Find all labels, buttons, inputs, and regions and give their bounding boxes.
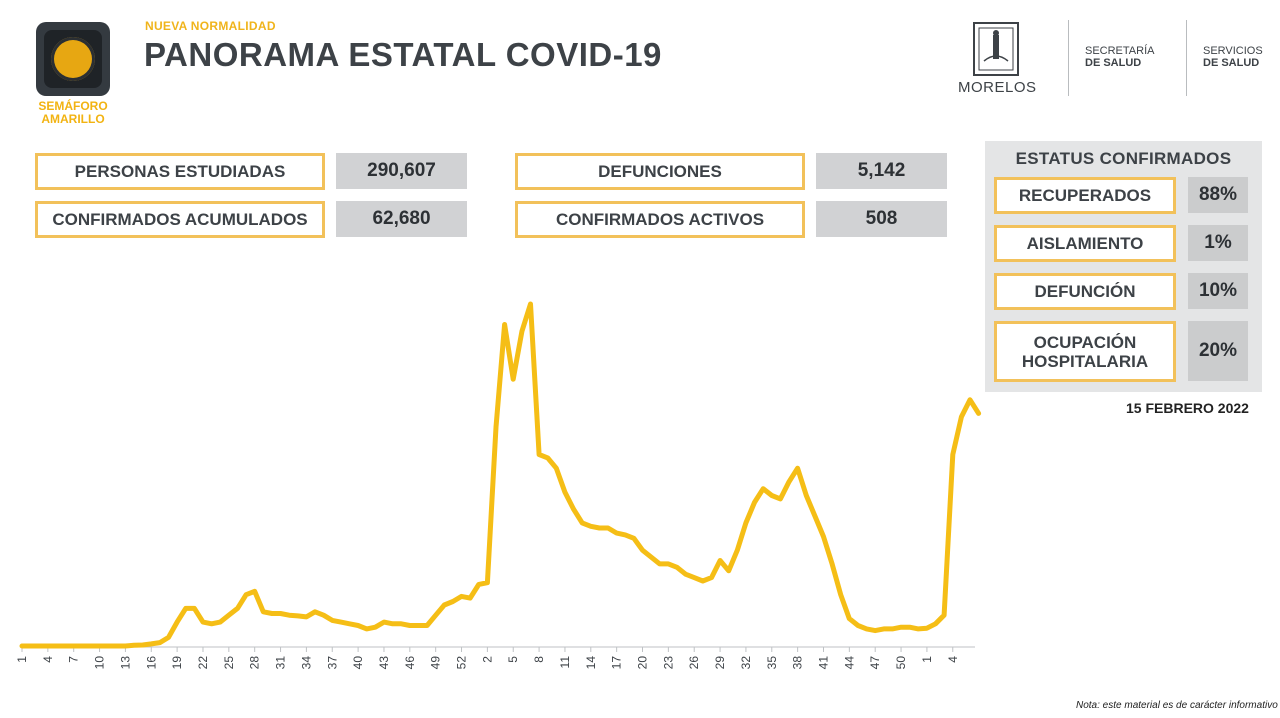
estatus-value-recuperados: 88%	[1188, 177, 1248, 213]
x-tick-label: 8	[532, 656, 546, 663]
x-tick-label: 38	[791, 656, 805, 670]
servicios-salud-logo: SERVICIOS DE SALUD	[1203, 45, 1263, 69]
page-subtitle: NUEVA NORMALIDAD	[145, 19, 276, 33]
x-tick-label: 4	[946, 656, 960, 663]
x-tick-label: 47	[868, 656, 882, 670]
x-tick-label: 34	[299, 656, 313, 670]
org2-line2: DE SALUD	[1203, 57, 1260, 69]
semaforo-state-map-icon	[51, 37, 95, 81]
x-tick-label: 22	[196, 656, 210, 670]
x-tick-label: 31	[274, 656, 288, 670]
x-tick-label: 13	[118, 656, 132, 670]
x-tick-label: 2	[480, 656, 494, 663]
x-tick-label: 1	[920, 656, 934, 663]
x-tick-label: 41	[816, 656, 830, 670]
x-tick-label: 14	[584, 656, 598, 670]
semaforo-label: SEMÁFORO AMARILLO	[28, 100, 118, 126]
morelos-logo-label: MORELOS	[958, 79, 1037, 96]
report-date: 15 FEBRERO 2022	[1126, 400, 1249, 416]
estatus-title: ESTATUS CONFIRMADOS	[1015, 149, 1232, 168]
x-tick-label: 5	[506, 656, 520, 663]
cases-line-chart: 1 4 7 10 13 16 19 22 25 28 31 34 37 40 43 46 49 52 2 5 8 11 14…	[15, 301, 982, 669]
x-tick-label: 4	[41, 656, 55, 663]
stat-label-confirmados-acumulados: CONFIRMADOS ACUMULADOS	[35, 201, 325, 238]
estatus-label-recuperados: RECUPERADOS	[994, 177, 1176, 214]
estatus-label-ocupacion-line1: OCUPACIÓN	[1033, 332, 1137, 352]
x-axis-ticks: 1 4 7 10 13 16 19 22 25 28 31 34 37 40 43 46 49 52 2 5 8 11 14…	[15, 647, 960, 669]
estatus-value-ocupacion-hospitalaria: 20%	[1188, 321, 1248, 381]
org2-line1: SERVICIOS	[1203, 45, 1263, 57]
secretaria-salud-logo: SECRETARÍA DE SALUD	[1085, 45, 1154, 69]
x-tick-label: 26	[687, 656, 701, 670]
x-tick-label: 50	[894, 656, 908, 670]
estatus-value-defuncion: 10%	[1188, 273, 1248, 309]
x-tick-label: 35	[765, 656, 779, 670]
x-tick-label: 23	[661, 656, 675, 670]
semaforo-label-line1: SEMÁFORO	[38, 99, 108, 113]
series-line	[19, 301, 982, 649]
stat-label-defunciones: DEFUNCIONES	[515, 153, 805, 190]
x-tick-label: 11	[558, 656, 572, 669]
x-tick-label: 52	[455, 656, 469, 670]
org1-line1: SECRETARÍA	[1085, 45, 1155, 57]
x-tick-label: 10	[93, 656, 107, 670]
x-tick-label: 44	[842, 656, 856, 670]
x-tick-label: 49	[429, 656, 443, 670]
estatus-label-ocupacion-hospitalaria: OCUPACIÓN HOSPITALARIA	[994, 321, 1176, 382]
morelos-coat-of-arms-icon	[973, 22, 1019, 76]
x-tick-label: 37	[325, 656, 339, 670]
logo-divider	[1186, 20, 1187, 96]
estatus-label-ocupacion-line2: HOSPITALARIA	[1021, 351, 1149, 371]
org1-line2: DE SALUD	[1085, 57, 1142, 69]
stat-value-confirmados-acumulados: 62,680	[336, 201, 467, 237]
footer-note: Nota: este material es de carácter infor…	[1076, 700, 1278, 711]
stat-label-personas-estudiadas: PERSONAS ESTUDIADAS	[35, 153, 325, 190]
page-title: PANORAMA ESTATAL COVID-19	[144, 36, 662, 73]
stat-value-personas-estudiadas: 290,607	[336, 153, 467, 189]
x-tick-label: 7	[67, 656, 81, 663]
stat-label-confirmados-activos: CONFIRMADOS ACTIVOS	[515, 201, 805, 238]
x-tick-label: 16	[144, 656, 158, 670]
x-tick-label: 40	[351, 656, 365, 670]
stat-value-confirmados-activos: 508	[816, 201, 947, 237]
x-tick-label: 43	[377, 656, 391, 670]
x-tick-label: 32	[739, 656, 753, 670]
estatus-label-aislamiento: AISLAMIENTO	[994, 225, 1176, 262]
logo-divider	[1068, 20, 1069, 96]
x-tick-label: 28	[248, 656, 262, 670]
x-tick-label: 1	[15, 656, 29, 663]
x-tick-label: 29	[713, 656, 727, 670]
x-tick-label: 25	[222, 656, 236, 670]
semaforo-label-line2: AMARILLO	[41, 112, 105, 126]
x-tick-label: 17	[610, 656, 624, 670]
x-tick-label: 20	[636, 656, 650, 670]
estatus-label-defuncion: DEFUNCIÓN	[994, 273, 1176, 310]
x-tick-label: 19	[170, 656, 184, 670]
x-tick-label: 46	[403, 656, 417, 670]
stat-value-defunciones: 5,142	[816, 153, 947, 189]
estatus-value-aislamiento: 1%	[1188, 225, 1248, 261]
